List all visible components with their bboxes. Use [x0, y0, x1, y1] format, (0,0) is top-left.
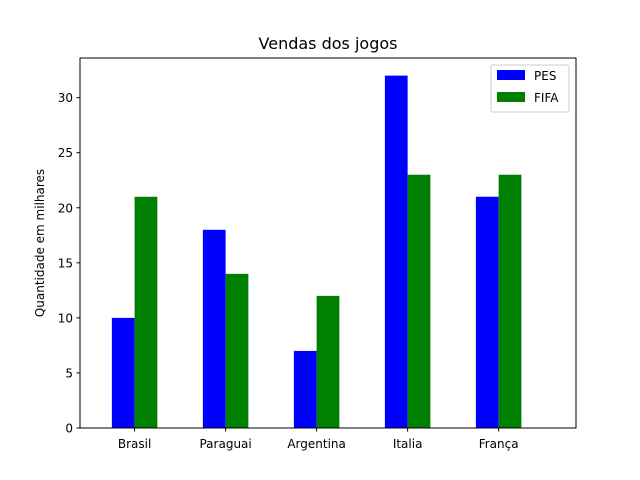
chart-title: Vendas dos jogos	[259, 34, 398, 53]
x-tick-label: Argentina	[287, 437, 346, 451]
y-tick-label: 20	[58, 201, 73, 215]
x-tick-label: Paraguai	[199, 437, 251, 451]
y-tick-label: 30	[58, 91, 73, 105]
legend-label-pes: PES	[534, 69, 556, 83]
bar-pes-brasil	[111, 317, 135, 428]
x-tick-label: França	[479, 437, 519, 451]
bar-fifa-frança	[498, 174, 522, 428]
y-axis-label: Quantidade em milhares	[33, 169, 47, 317]
bar-pes-italia	[384, 75, 408, 428]
y-tick-label: 10	[58, 311, 73, 325]
bar-pes-paraguai	[202, 229, 226, 428]
bar-fifa-paraguai	[225, 273, 249, 428]
legend-label-fifa: FIFA	[534, 91, 559, 105]
bar-fifa-brasil	[134, 196, 158, 428]
y-axis: 0 5 10 15 20 25 30	[58, 91, 80, 436]
bar-fifa-argentina	[316, 295, 340, 428]
y-tick-label: 5	[65, 366, 73, 380]
plot-area	[111, 75, 522, 428]
x-tick-label: Brasil	[118, 437, 151, 451]
legend-swatch-fifa	[497, 92, 525, 102]
y-tick-label: 25	[58, 146, 73, 160]
legend: PES FIFA	[490, 64, 570, 113]
bar-pes-frança	[475, 196, 499, 428]
plot-frame	[79, 57, 577, 429]
y-tick-label: 15	[58, 256, 73, 270]
x-axis: Brasil Paraguai Argentina Italia França	[118, 428, 519, 451]
x-tick-label: Italia	[393, 437, 423, 451]
bar-pes-argentina	[293, 350, 317, 428]
y-tick-label: 0	[65, 422, 73, 436]
legend-swatch-pes	[497, 70, 525, 80]
bar-fifa-italia	[407, 174, 431, 428]
